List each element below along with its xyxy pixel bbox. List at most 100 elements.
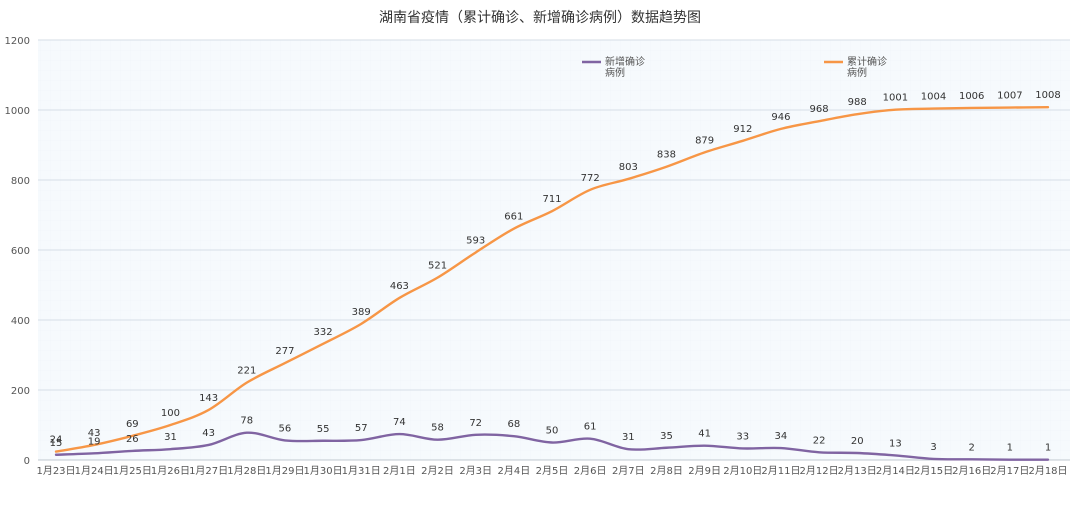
data-label: 661 (504, 212, 523, 223)
data-label: 772 (581, 173, 600, 184)
x-tick-label: 1月27日 (189, 465, 228, 477)
x-tick-label: 2月8日 (650, 465, 683, 477)
data-label: 912 (733, 124, 752, 135)
x-tick-label: 2月18日 (1028, 465, 1067, 477)
legend-item-0[interactable]: 新增确诊病例 (582, 55, 645, 79)
data-label: 57 (355, 423, 368, 434)
data-label: 58 (431, 423, 444, 434)
data-label: 22 (813, 435, 826, 446)
y-tick-label: 600 (11, 246, 30, 257)
x-tick-label: 2月6日 (574, 465, 607, 477)
series-line-0 (54, 431, 1050, 461)
data-label: 593 (466, 235, 485, 246)
data-label: 2 (969, 442, 975, 453)
x-tick-label: 2月7日 (612, 465, 645, 477)
data-label: 26 (126, 434, 139, 445)
data-label: 1008 (1035, 90, 1060, 101)
y-tick-label: 1200 (5, 36, 30, 47)
x-tick-label: 2月11日 (761, 465, 800, 477)
x-tick-label: 2月1日 (383, 465, 416, 477)
data-label: 56 (279, 423, 292, 434)
data-label: 13 (889, 438, 902, 449)
legend-label: 病例 (847, 66, 867, 79)
series-line-1 (54, 106, 1050, 453)
y-tick-label: 0 (24, 456, 30, 467)
grid-lines (38, 39, 1070, 461)
data-label: 1 (1045, 443, 1051, 454)
y-tick-label: 200 (11, 386, 30, 397)
data-label: 879 (695, 135, 714, 146)
x-tick-label: 1月26日 (151, 465, 190, 477)
x-tick-label: 2月4日 (497, 465, 530, 477)
data-label: 31 (164, 432, 177, 443)
series-lines (54, 106, 1050, 461)
x-tick-label: 2月12日 (800, 465, 839, 477)
chart-title: 湖南省疫情（累计确诊、新增确诊病例）数据趋势图 (379, 10, 701, 26)
x-tick-label: 2月9日 (688, 465, 721, 477)
data-label: 31 (622, 432, 635, 443)
data-label: 946 (771, 112, 790, 123)
data-label: 50 (546, 426, 559, 437)
data-label: 35 (660, 431, 673, 442)
data-label: 69 (126, 419, 139, 430)
x-tick-label: 2月5日 (536, 465, 569, 477)
x-tick-label: 1月31日 (342, 465, 381, 477)
data-label: 1007 (997, 91, 1022, 102)
data-label: 33 (736, 431, 749, 442)
data-label: 143 (199, 393, 218, 404)
x-tick-label: 1月29日 (265, 465, 304, 477)
data-label: 463 (390, 281, 409, 292)
data-label: 100 (161, 408, 180, 419)
data-label: 1006 (959, 91, 984, 102)
y-tick-label: 800 (11, 176, 30, 187)
data-label: 74 (393, 417, 406, 428)
data-label: 968 (810, 104, 829, 115)
legend-label: 病例 (605, 66, 625, 79)
data-label: 61 (584, 422, 597, 433)
data-label: 1004 (921, 92, 946, 103)
x-tick-label: 1月25日 (113, 465, 152, 477)
data-label: 43 (88, 428, 101, 439)
legend-label: 累计确诊 (847, 55, 887, 68)
x-tick-label: 2月14日 (876, 465, 915, 477)
data-label: 711 (542, 194, 561, 205)
data-label: 3 (930, 442, 936, 453)
data-label: 521 (428, 261, 447, 272)
data-label: 988 (848, 97, 867, 108)
y-tick-label: 400 (11, 316, 30, 327)
x-tick-label: 2月10日 (723, 465, 762, 477)
x-tick-label: 1月30日 (304, 465, 343, 477)
x-tick-label: 1月28日 (227, 465, 266, 477)
x-axis: 1月23日 1月24日 1月25日 1月26日 1月27日 1月28日 1月29日 1月30日… (36, 465, 1067, 477)
data-label: 68 (507, 419, 520, 430)
y-tick-label: 1000 (5, 106, 30, 117)
data-label: 1001 (883, 93, 908, 104)
data-label: 41 (698, 429, 711, 440)
data-label: 72 (469, 418, 482, 429)
data-label: 803 (619, 162, 638, 173)
x-tick-label: 2月17日 (990, 465, 1029, 477)
x-tick-label: 2月15日 (914, 465, 953, 477)
y-axis: 0 200 400 600 800 1000 1200 (5, 36, 30, 467)
data-label: 838 (657, 150, 676, 161)
data-label: 55 (317, 424, 330, 435)
data-label: 78 (240, 416, 253, 427)
data-label: 1 (1007, 443, 1013, 454)
data-label: 277 (275, 346, 294, 357)
data-label: 24 (50, 435, 63, 446)
x-tick-label: 2月3日 (459, 465, 492, 477)
data-label: 332 (314, 327, 333, 338)
x-tick-label: 2月2日 (421, 465, 454, 477)
data-label: 221 (237, 366, 256, 377)
x-tick-label: 1月24日 (75, 465, 114, 477)
x-tick-label: 1月23日 (36, 465, 75, 477)
data-label: 389 (352, 307, 371, 318)
data-label: 43 (202, 428, 215, 439)
data-label: 15 (50, 438, 63, 449)
data-label: 19 (88, 436, 101, 447)
legend-label: 新增确诊 (605, 55, 645, 68)
